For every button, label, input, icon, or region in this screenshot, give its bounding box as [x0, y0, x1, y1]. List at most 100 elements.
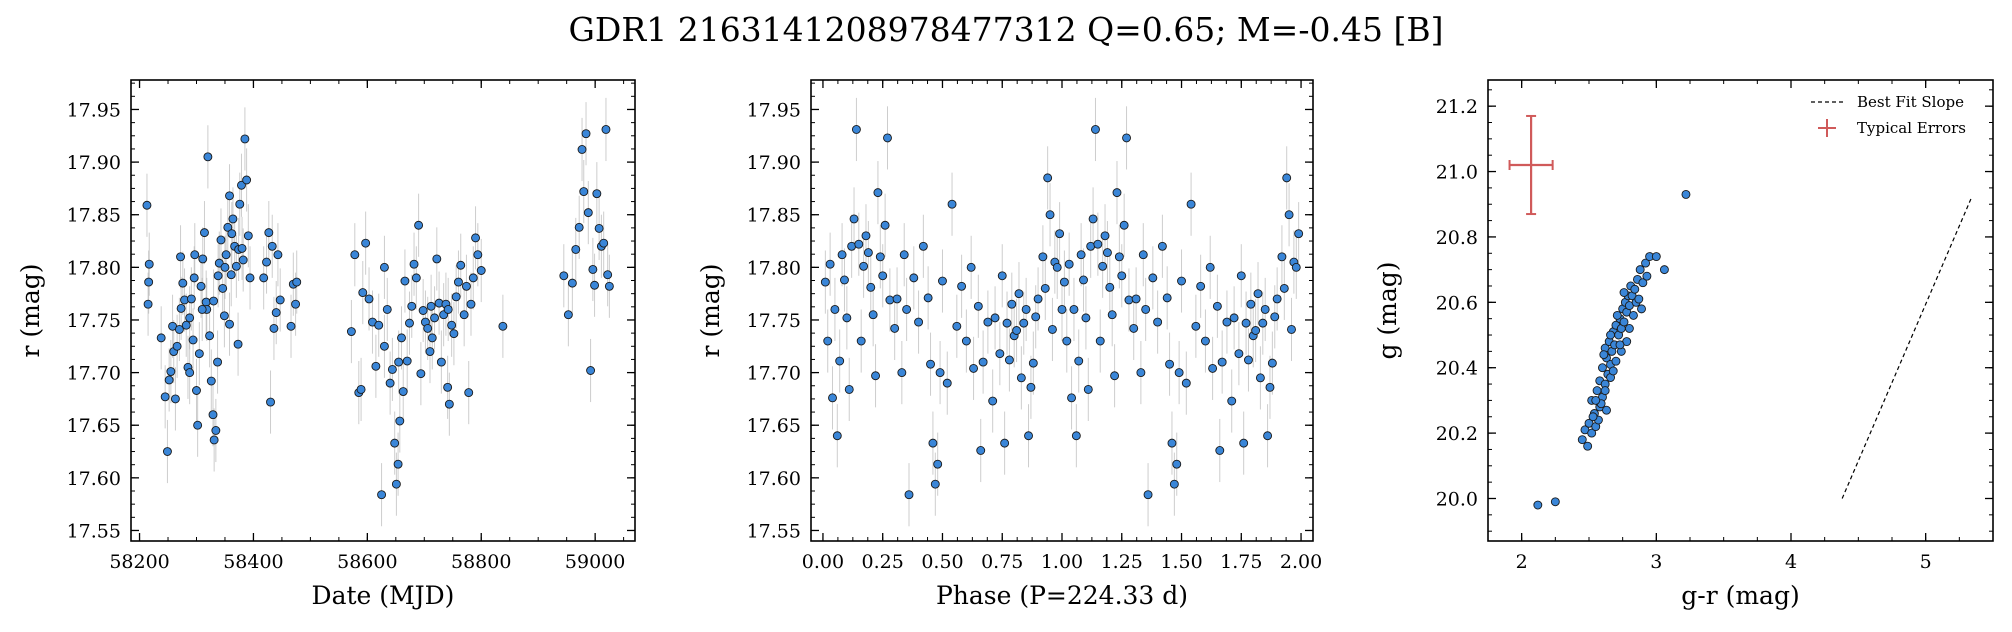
data-point: [1122, 133, 1131, 143]
data-point: [988, 396, 998, 406]
data-point: [885, 295, 895, 305]
data-point: [1282, 173, 1292, 183]
y-tick-label: 17.90: [67, 152, 121, 174]
data-point: [1294, 229, 1304, 239]
data-point: [1016, 373, 1026, 383]
y-tick-label: 17.60: [67, 468, 121, 490]
data-point: [1284, 210, 1294, 220]
data-point: [1040, 283, 1050, 293]
data-point: [592, 189, 602, 199]
data-point: [1227, 396, 1237, 406]
data-point: [156, 333, 166, 343]
legend-label-best-fit: Best Fit Slope: [1857, 93, 1964, 111]
data-point: [1007, 299, 1017, 309]
data-point: [238, 255, 248, 265]
data-point: [1083, 384, 1093, 394]
data-point: [1004, 355, 1014, 365]
data-point: [1014, 289, 1024, 299]
data-point: [390, 438, 400, 448]
data-point: [225, 191, 234, 201]
data-point: [1635, 265, 1645, 275]
data-point: [873, 188, 883, 198]
data-point: [1105, 282, 1115, 292]
data-point: [451, 292, 461, 302]
x-tick-label: 58200: [109, 551, 169, 573]
data-point: [454, 277, 463, 287]
y-tick-label: 17.75: [747, 310, 801, 332]
y-tick-label: 20.2: [1436, 423, 1478, 445]
data-point: [198, 254, 208, 264]
data-point: [1055, 229, 1065, 239]
data-point: [599, 238, 609, 248]
data-point: [426, 301, 436, 311]
data-point: [259, 273, 269, 283]
data-point: [837, 250, 847, 260]
data-point: [579, 187, 589, 197]
data-point: [957, 281, 967, 291]
data-point: [933, 459, 943, 469]
data-point: [464, 388, 474, 398]
data-point: [1217, 357, 1227, 367]
data-point: [292, 277, 302, 287]
y-tick-label: 17.55: [747, 520, 801, 542]
data-point: [969, 363, 979, 373]
data-point: [828, 393, 837, 403]
data-point: [842, 313, 852, 323]
y-tick-label: 17.70: [67, 363, 121, 385]
data-point: [1634, 294, 1644, 304]
data-point: [231, 261, 241, 271]
data-point: [1165, 359, 1175, 369]
data-point: [267, 241, 277, 251]
data-point: [394, 357, 404, 367]
data-point: [1047, 324, 1057, 334]
data-point: [1255, 373, 1265, 383]
data-point: [398, 387, 408, 396]
data-point: [918, 241, 928, 251]
data-point: [866, 282, 876, 292]
data-point: [409, 259, 419, 269]
data-point: [356, 384, 366, 394]
data-point: [1148, 273, 1158, 283]
data-point: [275, 295, 285, 305]
data-point: [1258, 318, 1268, 328]
plot-area: [142, 97, 614, 527]
data-point: [563, 310, 573, 320]
data-point: [1260, 304, 1270, 314]
data-point: [216, 235, 226, 245]
y-tick-label: 17.95: [747, 99, 801, 121]
data-point: [466, 299, 476, 309]
data-point: [436, 357, 446, 367]
data-point: [1069, 304, 1079, 314]
data-point: [1012, 326, 1022, 335]
data-point: [859, 261, 869, 271]
data-point: [361, 238, 371, 248]
data-point: [443, 382, 453, 392]
data-point: [1033, 294, 1043, 304]
data-point: [186, 294, 196, 304]
data-point: [1253, 289, 1263, 299]
data-point: [379, 262, 389, 272]
data-point: [400, 276, 410, 286]
data-point: [1059, 277, 1069, 287]
x-tick-label: 5: [1920, 551, 1932, 573]
y-tick-label: 20.8: [1436, 227, 1478, 249]
data-point: [1215, 446, 1225, 455]
data-point: [273, 250, 283, 260]
data-point: [1138, 250, 1148, 260]
data-point: [1246, 299, 1256, 309]
data-point: [830, 304, 840, 314]
data-point: [1114, 252, 1124, 262]
x-axis-label: g-r (mag): [1681, 581, 1799, 610]
data-point: [844, 384, 854, 394]
x-tick-label: 59000: [565, 551, 625, 573]
data-point: [382, 304, 392, 314]
data-point: [350, 250, 360, 260]
data-point: [1638, 278, 1648, 288]
data-point: [1043, 173, 1053, 183]
data-point: [1038, 252, 1048, 262]
data-point: [264, 228, 274, 238]
data-point: [1169, 479, 1179, 489]
data-point: [1291, 262, 1301, 272]
x-tick-label: 1.75: [1220, 551, 1262, 573]
